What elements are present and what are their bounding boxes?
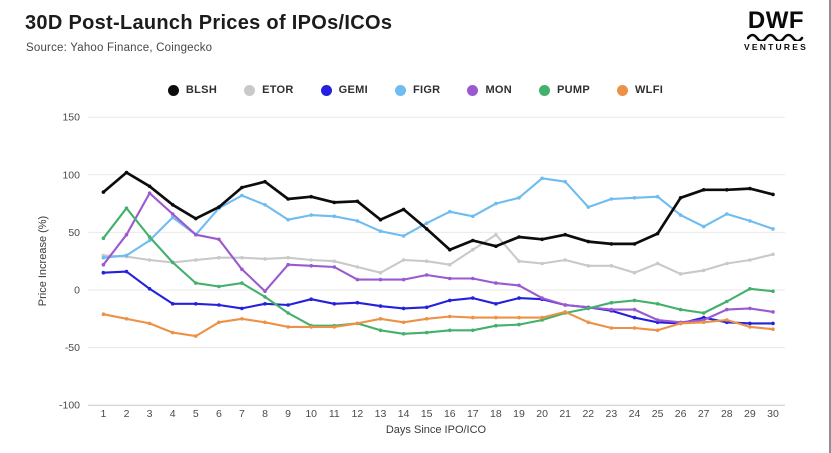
legend-item-FIGR: FIGR — [394, 84, 441, 96]
x-tick-label-24: 24 — [629, 408, 641, 420]
series-line-WLFI — [102, 310, 775, 338]
legend-item-WLFI: WLFI — [617, 84, 663, 96]
series-line-MON — [102, 192, 775, 324]
series-line-FIGR — [102, 177, 775, 259]
y-axis-title: Price Increase (%) — [37, 216, 49, 306]
x-tick-label-28: 28 — [721, 408, 733, 420]
page-title: 30D Post-Launch Prices of IPOs/ICOs — [25, 12, 393, 34]
y-tick-label-50: 50 — [68, 227, 80, 239]
series-line-ETOR — [102, 233, 775, 275]
x-tick-label-11: 11 — [329, 408, 340, 420]
legend-dot-BLSH — [167, 84, 179, 96]
x-tick-label-22: 22 — [582, 408, 594, 420]
x-tick-label-7: 7 — [239, 408, 245, 420]
x-tick-label-20: 20 — [536, 408, 548, 420]
x-tick-label-1: 1 — [100, 408, 106, 420]
legend-dot-ETOR — [244, 84, 256, 96]
legend-dot-FIGR — [394, 84, 406, 96]
x-tick-label-6: 6 — [216, 408, 222, 420]
legend-item-ETOR: ETOR — [244, 84, 294, 96]
y-tick-label-0: 0 — [74, 285, 80, 297]
legend-dot-GEMI — [320, 84, 332, 96]
logo-subbrand-text: VENTURES — [744, 42, 808, 52]
x-tick-label-5: 5 — [193, 408, 199, 420]
series-line-PUMP — [102, 207, 775, 335]
x-tick-label-4: 4 — [170, 408, 176, 420]
x-tick-label-19: 19 — [513, 408, 525, 420]
legend-label-WLFI: WLFI — [635, 84, 664, 96]
x-tick-label-3: 3 — [147, 408, 153, 420]
legend-label-PUMP: PUMP — [557, 84, 590, 96]
x-tick-label-23: 23 — [606, 408, 618, 420]
x-tick-label-8: 8 — [262, 408, 268, 420]
x-tick-label-13: 13 — [375, 408, 387, 420]
x-tick-label-26: 26 — [675, 408, 687, 420]
legend-item-BLSH: BLSH — [167, 84, 218, 96]
logo-brand-text: DWF — [747, 7, 805, 34]
x-tick-label-16: 16 — [444, 408, 456, 420]
x-tick-label-14: 14 — [398, 408, 410, 420]
legend-label-ETOR: ETOR — [262, 84, 294, 96]
source-caption: Source: Yahoo Finance, Coingecko — [26, 42, 213, 54]
legend-dot-MON — [467, 84, 479, 96]
x-tick-label-10: 10 — [305, 408, 317, 420]
x-tick-label-2: 2 — [124, 408, 130, 420]
legend-label-FIGR: FIGR — [412, 84, 441, 96]
x-tick-label-25: 25 — [652, 408, 664, 420]
series-markers-WLFI — [101, 310, 775, 338]
legend-dot-PUMP — [539, 84, 551, 96]
legend-label-BLSH: BLSH — [185, 84, 218, 96]
series-markers-ETOR — [101, 232, 775, 276]
legend-dot-WLFI — [617, 84, 628, 96]
x-tick-label-17: 17 — [467, 408, 479, 420]
legend-label-GEMI: GEMI — [338, 84, 368, 96]
legend-label-MON: MON — [485, 84, 513, 96]
legend-item-MON: MON — [467, 84, 512, 96]
x-tick-label-29: 29 — [744, 408, 756, 420]
series-line-BLSH — [102, 171, 775, 252]
legend-item-GEMI: GEMI — [320, 84, 368, 96]
x-tick-label-30: 30 — [767, 408, 779, 420]
x-tick-label-21: 21 — [559, 408, 571, 420]
y-tick-label--50: -50 — [65, 342, 80, 354]
y-tick-label-100: 100 — [62, 169, 80, 181]
series-markers-BLSH — [101, 170, 775, 252]
dwf-ventures-logo: DWF VENTURES — [737, 7, 815, 53]
chart-legend: BLSH ETOR GEMI FIGR MON PUMP WLFI — [0, 84, 831, 96]
x-tick-label-15: 15 — [421, 408, 433, 420]
y-tick-label-150: 150 — [62, 112, 80, 124]
y-tick-label--100: -100 — [59, 400, 80, 412]
series-line-GEMI — [102, 270, 775, 325]
x-tick-label-9: 9 — [285, 408, 291, 420]
x-tick-label-12: 12 — [352, 408, 364, 420]
wave-icon — [747, 33, 804, 41]
legend-item-PUMP: PUMP — [539, 84, 590, 96]
x-axis-title: Days Since IPO/ICO — [386, 424, 487, 436]
x-tick-label-18: 18 — [490, 408, 502, 420]
x-tick-label-27: 27 — [698, 408, 710, 420]
